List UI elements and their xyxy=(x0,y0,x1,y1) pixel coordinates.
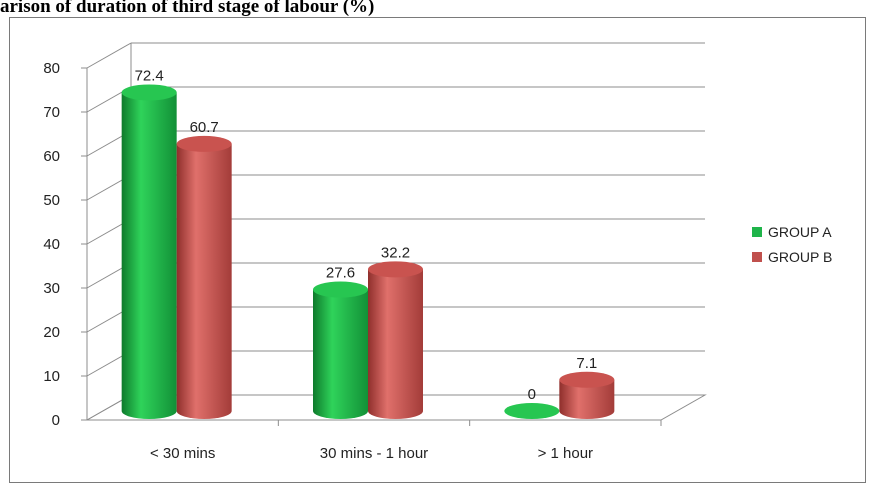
y-tick-label: 70 xyxy=(43,104,60,121)
data-label: 60.7 xyxy=(190,119,219,136)
data-label: 27.6 xyxy=(326,265,355,282)
y-tick-label: 20 xyxy=(43,324,60,341)
legend-item-group-a: GROUP A xyxy=(752,222,832,242)
x-tick-label: > 1 hour xyxy=(538,445,593,462)
y-tick-label: 50 xyxy=(43,192,60,209)
legend-swatch-group-b xyxy=(752,252,762,262)
x-tick-label: 30 mins - 1 hour xyxy=(320,445,428,462)
data-label: 32.2 xyxy=(381,244,410,261)
bar-body xyxy=(121,92,177,419)
y-tick-label: 80 xyxy=(43,60,60,77)
legend-swatch-group-a xyxy=(752,227,762,237)
y-tick-label: 30 xyxy=(43,280,60,297)
bar-body xyxy=(559,379,615,419)
bar-top xyxy=(559,371,615,388)
data-label: 72.4 xyxy=(135,67,164,84)
y-tick-label: 40 xyxy=(43,236,60,253)
bar-top xyxy=(176,135,232,152)
bar xyxy=(504,403,560,419)
x-tick-label: < 30 mins xyxy=(150,445,215,462)
bar xyxy=(313,281,368,419)
y-tick-label: 10 xyxy=(43,368,60,385)
bar-top xyxy=(313,281,368,298)
bar xyxy=(176,135,232,419)
legend-item-group-b: GROUP B xyxy=(752,247,832,267)
chart-title: arison of duration of third stage of lab… xyxy=(0,0,375,17)
bar-body xyxy=(313,289,368,419)
bar-body xyxy=(368,269,423,419)
y-tick-label: 60 xyxy=(43,148,60,165)
bar-body xyxy=(176,143,232,419)
legend-label-group-a: GROUP A xyxy=(768,224,832,240)
data-label: 0 xyxy=(528,386,536,403)
bar-top xyxy=(504,403,560,419)
bar xyxy=(121,84,177,419)
bar-top xyxy=(121,84,177,101)
gridline-diagonal xyxy=(86,42,132,69)
bar-top xyxy=(368,261,423,278)
legend-label-group-b: GROUP B xyxy=(768,249,833,265)
data-label: 7.1 xyxy=(576,355,597,372)
legend: GROUP A GROUP B xyxy=(752,222,832,272)
y-tick-label: 0 xyxy=(52,412,60,429)
bar xyxy=(559,371,615,419)
bar xyxy=(368,261,423,419)
chart-frame xyxy=(9,17,866,483)
